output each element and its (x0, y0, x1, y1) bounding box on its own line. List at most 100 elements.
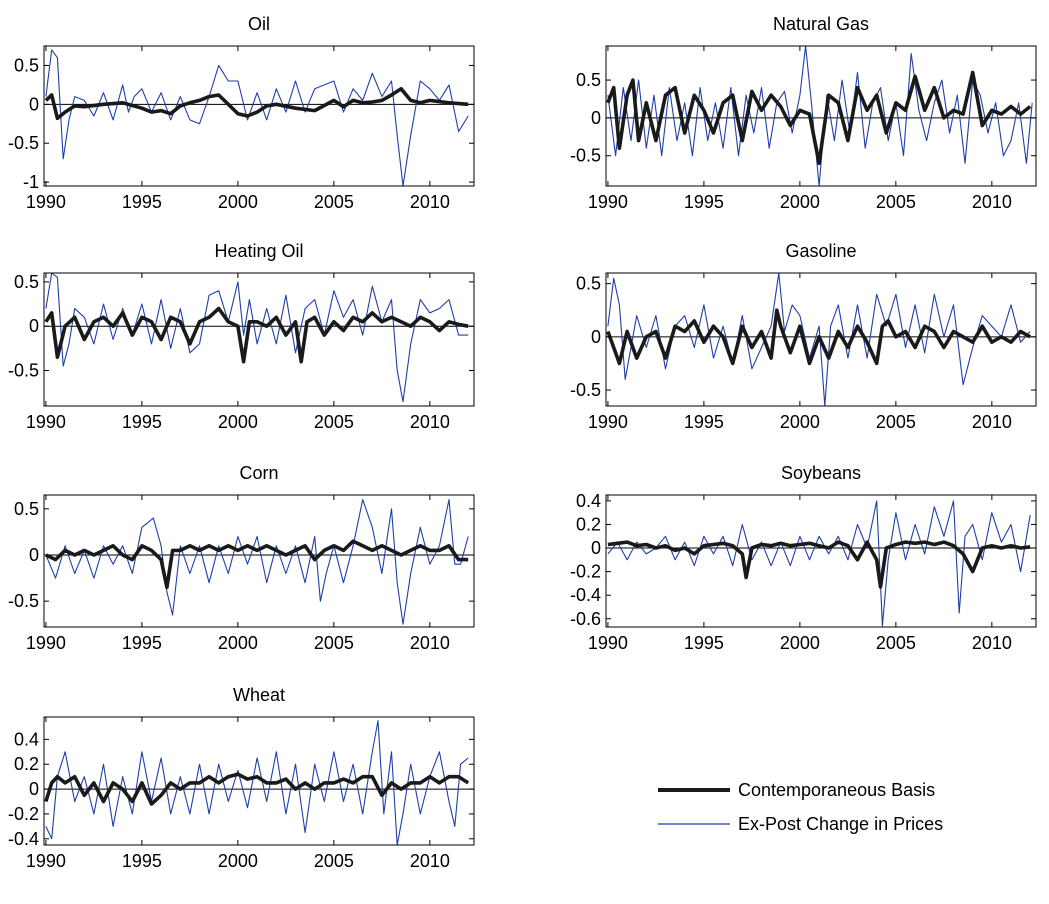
x-tick-label: 2010 (410, 851, 450, 871)
panel-title: Soybeans (781, 463, 861, 483)
subplot: Heating Oil 1990 1995 2000 2005 2010 0.5 0 -0.5 (8, 241, 475, 432)
y-tick-label: -0.5 (8, 133, 39, 153)
x-tick-label: 2005 (876, 192, 916, 212)
y-tick-label: 0.2 (14, 754, 39, 774)
x-tick-label: 1995 (684, 192, 724, 212)
y-tick-label: 0.4 (576, 491, 601, 511)
y-tick-label: 0.5 (14, 499, 39, 519)
series-line-basis (44, 772, 470, 806)
x-tick-label: 1990 (588, 412, 628, 432)
x-tick-label: 2010 (410, 633, 450, 653)
subplot-grid: Oil 1990 1995 2000 2005 2010 0.5 0 -0.5 -1 Natural… (8, 14, 1037, 871)
y-tick-label: -1 (23, 172, 39, 192)
subplot: Gasoline 1990 1995 2000 2005 2010 0.5 0 -0.5 (570, 241, 1037, 432)
x-tick-label: 1995 (122, 851, 162, 871)
y-tick-label: 0.5 (576, 274, 601, 294)
x-tick-label: 1995 (684, 412, 724, 432)
series-line-basis (606, 308, 1032, 366)
legend-label-basis: Contemporaneous Basis (738, 780, 935, 800)
y-tick-label: 0.4 (14, 729, 39, 749)
subplot: Wheat 1990 1995 2000 2005 2010 0.4 0.2 0 -0.2 -0.4 (8, 685, 475, 871)
axes-frame (43, 494, 475, 628)
y-tick-label: 0 (591, 327, 601, 347)
x-tick-label: 1995 (122, 412, 162, 432)
axes-frame (605, 45, 1037, 187)
x-tick-label: 2005 (314, 633, 354, 653)
y-tick-label: 0 (591, 108, 601, 128)
x-tick-label: 1990 (588, 633, 628, 653)
y-tick-label: 0 (29, 545, 39, 565)
series-line-price (45, 720, 469, 845)
series-line-basis (607, 540, 1031, 589)
x-tick-label: 1990 (26, 633, 66, 653)
panel-title: Gasoline (785, 241, 856, 261)
y-tick-label: -0.5 (8, 591, 39, 611)
y-tick-label: 0.5 (14, 55, 39, 75)
y-tick-label: -0.2 (570, 562, 601, 582)
x-tick-label: 1995 (122, 633, 162, 653)
y-tick-label: 0.5 (14, 272, 39, 292)
x-tick-label: 2000 (218, 192, 258, 212)
x-tick-label: 2010 (972, 633, 1012, 653)
x-tick-label: 1990 (588, 192, 628, 212)
y-tick-label: -0.5 (570, 146, 601, 166)
y-tick-label: 0.5 (576, 70, 601, 90)
y-tick-label: 0.2 (576, 514, 601, 534)
x-tick-label: 2010 (410, 192, 450, 212)
x-tick-label: 1995 (122, 192, 162, 212)
x-tick-label: 2010 (410, 412, 450, 432)
y-tick-label: 0 (29, 94, 39, 114)
series-line-basis (44, 87, 469, 121)
x-tick-label: 2010 (972, 192, 1012, 212)
x-tick-label: 2005 (314, 192, 354, 212)
y-tick-label: 0 (29, 316, 39, 336)
axes-frame (605, 494, 1037, 628)
subplot: Oil 1990 1995 2000 2005 2010 0.5 0 -0.5 -1 (8, 14, 475, 212)
series-line-price (45, 499, 469, 625)
series-line-price (45, 49, 469, 186)
subplot: Soybeans 1990 1995 2000 2005 2010 0.4 0.2 0 -0.2 -… (570, 463, 1037, 653)
axes-frame (43, 45, 475, 187)
x-tick-label: 1990 (26, 851, 66, 871)
x-tick-label: 1990 (26, 192, 66, 212)
y-tick-label: -0.6 (570, 609, 601, 629)
series-line-basis (606, 70, 1032, 166)
series-line-price (607, 46, 1033, 186)
series-line-basis (45, 539, 469, 590)
x-tick-label: 2010 (972, 412, 1012, 432)
legend: Contemporaneous Basis Ex-Post Change in … (658, 780, 943, 834)
series-line-basis (44, 306, 469, 364)
x-tick-label: 1995 (684, 633, 724, 653)
axes-frame (605, 272, 1037, 407)
x-tick-label: 2000 (218, 633, 258, 653)
y-tick-label: -0.4 (8, 829, 39, 849)
x-tick-label: 2005 (876, 633, 916, 653)
subplot: Natural Gas 1990 1995 2000 2005 2010 0.5 0 -0.5 (570, 14, 1037, 212)
subplot: Corn 1990 1995 2000 2005 2010 0.5 0 -0.5 (8, 463, 475, 653)
x-tick-label: 2005 (314, 412, 354, 432)
y-tick-label: 0 (29, 779, 39, 799)
axes-frame (43, 716, 475, 846)
panel-title: Corn (239, 463, 278, 483)
panel-title: Wheat (233, 685, 285, 705)
y-tick-label: -0.5 (8, 361, 39, 381)
y-tick-label: 0 (591, 538, 601, 558)
panel-title: Oil (248, 14, 270, 34)
x-tick-label: 2005 (314, 851, 354, 871)
y-tick-label: -0.4 (570, 585, 601, 605)
x-tick-label: 2000 (780, 192, 820, 212)
x-tick-label: 1990 (26, 412, 66, 432)
panel-title: Heating Oil (214, 241, 303, 261)
x-tick-label: 2005 (876, 412, 916, 432)
x-tick-label: 2000 (780, 412, 820, 432)
legend-label-price: Ex-Post Change in Prices (738, 814, 943, 834)
y-tick-label: -0.5 (570, 380, 601, 400)
x-tick-label: 2000 (218, 412, 258, 432)
x-tick-label: 2000 (218, 851, 258, 871)
series-line-price (45, 273, 469, 403)
axes-frame (43, 272, 475, 407)
y-tick-label: -0.2 (8, 804, 39, 824)
panel-title: Natural Gas (773, 14, 869, 34)
x-tick-label: 2000 (780, 633, 820, 653)
